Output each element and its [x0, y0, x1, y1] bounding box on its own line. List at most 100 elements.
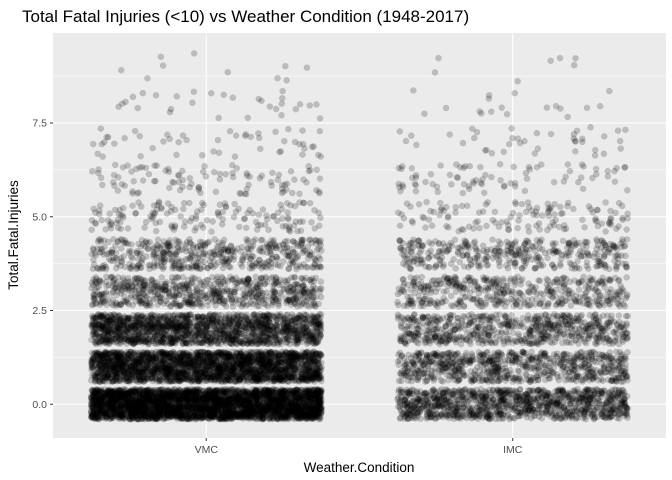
- data-point: [288, 398, 295, 406]
- data-point: [106, 400, 114, 407]
- data-point: [273, 394, 281, 401]
- data-point: [135, 386, 143, 394]
- data-point: [226, 400, 234, 408]
- data-point: [244, 407, 251, 415]
- data-point: [279, 404, 287, 412]
- data-point: [270, 409, 278, 416]
- data-point: [263, 401, 270, 408]
- data-point: [121, 401, 128, 409]
- data-point: [160, 398, 168, 405]
- data-point: [241, 395, 249, 402]
- data-point: [267, 404, 275, 412]
- data-point: [293, 386, 300, 394]
- data-point: [270, 386, 277, 393]
- data-point: [94, 409, 101, 417]
- data-point: [164, 398, 172, 405]
- data-point: [233, 393, 240, 401]
- data-point: [115, 392, 122, 400]
- data-point: [260, 407, 267, 415]
- data-point: [275, 414, 283, 422]
- data-point: [214, 405, 222, 412]
- data-point: [314, 386, 322, 393]
- data-point: [253, 401, 261, 409]
- data-point: [192, 388, 200, 396]
- data-point: [207, 393, 215, 401]
- data-point: [91, 391, 98, 399]
- data-point: [287, 388, 295, 396]
- data-point: [192, 401, 200, 409]
- data-point: [210, 413, 218, 420]
- data-point: [293, 391, 301, 398]
- data-point: [126, 387, 133, 395]
- data-point: [248, 405, 255, 412]
- data-point: [242, 412, 249, 420]
- data-point: [111, 388, 118, 395]
- data-point: [318, 388, 325, 396]
- data-point: [180, 403, 188, 410]
- data-point: [278, 391, 286, 399]
- data-point: [279, 398, 287, 406]
- points-layer: [87, 50, 632, 423]
- data-point: [216, 396, 223, 404]
- data-point: [99, 401, 107, 409]
- data-point: [152, 408, 160, 416]
- data-point: [114, 386, 122, 394]
- data-point: [276, 402, 284, 409]
- data-point: [97, 394, 105, 401]
- data-point: [317, 404, 325, 411]
- data-point: [165, 411, 173, 419]
- data-point: [188, 389, 195, 396]
- data-point: [281, 394, 289, 402]
- data-point: [118, 412, 126, 420]
- data-point: [131, 403, 138, 411]
- chart-title: Total Fatal Injuries (<10) vs Weather Co…: [22, 7, 469, 26]
- data-point: [275, 410, 283, 418]
- data-point: [188, 389, 196, 397]
- data-point: [291, 408, 298, 415]
- data-point: [146, 390, 154, 398]
- data-point: [204, 391, 212, 399]
- data-point: [115, 415, 122, 422]
- data-point: [317, 409, 324, 417]
- data-point: [292, 397, 299, 405]
- data-point: [145, 403, 153, 411]
- data-point: [136, 394, 143, 402]
- data-point: [186, 413, 193, 421]
- data-point: [202, 391, 210, 399]
- data-point: [312, 411, 320, 419]
- data-point: [192, 412, 200, 420]
- data-point: [168, 393, 176, 400]
- data-point: [101, 389, 108, 397]
- data-point: [257, 387, 265, 394]
- data-point: [283, 408, 290, 416]
- grid: [53, 33, 666, 438]
- data-point: [180, 403, 187, 411]
- data-point: [210, 412, 217, 420]
- data-point: [281, 388, 289, 395]
- data-point: [148, 411, 156, 419]
- data-point: [124, 393, 132, 401]
- data-point: [179, 388, 186, 396]
- data-point: [256, 414, 263, 422]
- data-point: [99, 393, 106, 400]
- data-point: [191, 386, 198, 394]
- data-point: [253, 408, 260, 416]
- data-point: [88, 394, 95, 401]
- data-point: [224, 411, 232, 418]
- data-point: [244, 412, 252, 419]
- data-point: [304, 389, 311, 397]
- data-point: [115, 411, 123, 419]
- data-point: [150, 411, 158, 419]
- plot-panel: [53, 33, 666, 438]
- data-point: [223, 413, 230, 420]
- data-point: [222, 405, 229, 413]
- data-point: [217, 407, 225, 414]
- data-point: [229, 405, 237, 413]
- data-point: [192, 401, 200, 409]
- data-point: [187, 389, 194, 397]
- data-point: [124, 398, 131, 406]
- data-point: [305, 407, 313, 415]
- data-point: [317, 400, 325, 407]
- data-point: [276, 399, 284, 406]
- data-point: [257, 406, 265, 414]
